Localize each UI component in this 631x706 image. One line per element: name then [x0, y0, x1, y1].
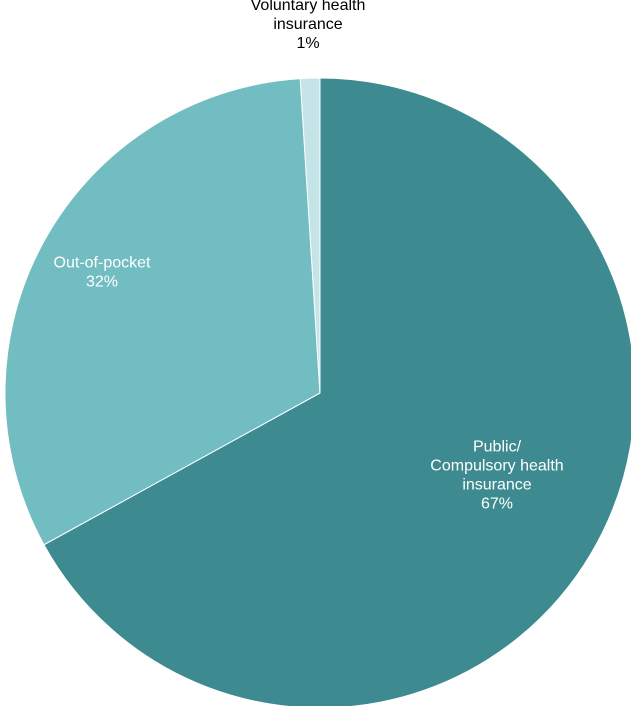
pie-slice-public-compulsory-insurance — [43, 77, 631, 706]
pie-labels: Public/Compulsory health insurance 67% Out-… — [54, 0, 564, 513]
slice-value-label: 1% — [296, 35, 319, 52]
slice-category-label: Voluntary health — [251, 0, 366, 14]
pie-slice-out-of-pocket — [4, 78, 321, 546]
pie-slice-voluntary-health-insurance — [299, 77, 321, 394]
slice-category-label: Public/ — [473, 439, 522, 456]
slice-category-label: Compulsory health — [430, 458, 563, 475]
slice-category-label: Out-of-pocket — [54, 255, 151, 272]
pie-slices — [4, 77, 631, 706]
slice-category-label: insurance — [273, 16, 342, 33]
slice-value-label: 32% — [86, 274, 118, 291]
slice-value-label: 67% — [481, 496, 513, 513]
slice-category-label: insurance — [462, 477, 531, 494]
